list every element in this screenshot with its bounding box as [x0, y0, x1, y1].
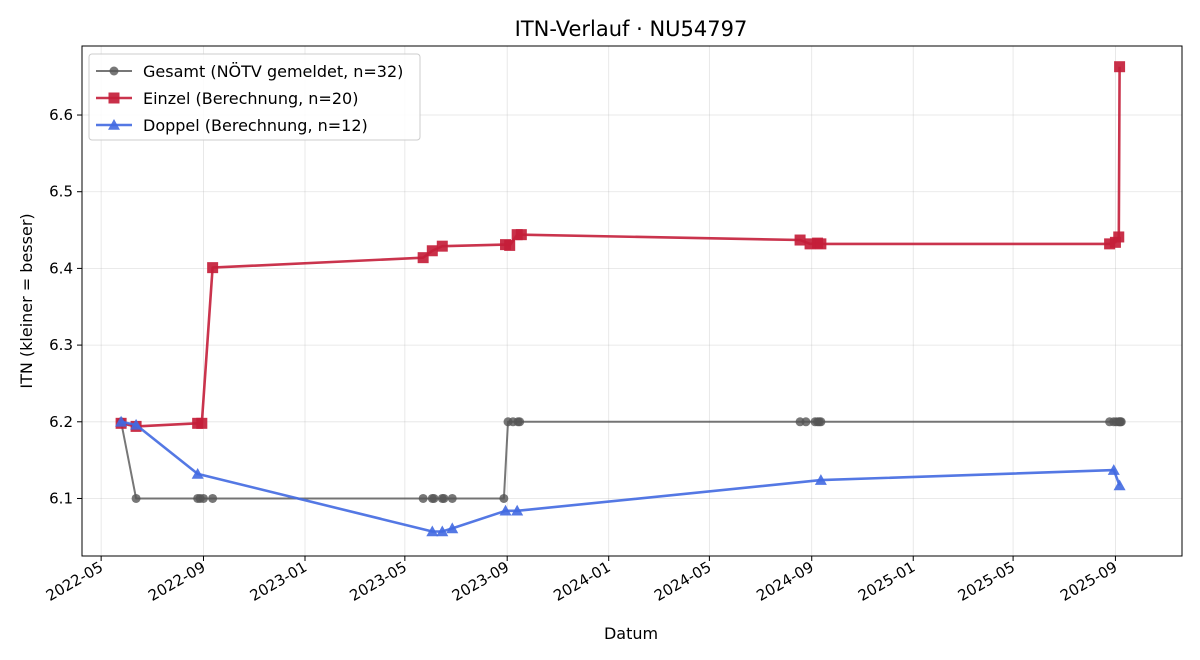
legend: Gesamt (NÖTV gemeldet, n=32) Einzel (Bere…: [88, 53, 421, 141]
data-point: [1113, 479, 1126, 491]
x-axis-title: Datum: [604, 624, 658, 643]
data-point: [115, 415, 128, 427]
plot-area-frame: [81, 45, 1183, 557]
data-point: [439, 493, 449, 503]
y-tick-label: 6.3: [49, 336, 73, 354]
data-point: [198, 493, 208, 503]
data-point: [816, 417, 826, 427]
legend-label: Gesamt (NÖTV gemeldet, n=32): [143, 62, 403, 81]
data-point: [511, 504, 524, 516]
legend-items: Gesamt (NÖTV gemeldet, n=32) Einzel (Bere…: [96, 62, 403, 135]
data-point: [801, 417, 811, 427]
data-point: [1113, 231, 1125, 243]
data-point: [426, 525, 439, 537]
data-point: [499, 493, 509, 503]
series-2: [115, 415, 1126, 537]
data-point: [804, 238, 816, 250]
data-point: [499, 504, 512, 516]
y-tick-label: 6.1: [49, 489, 73, 507]
data-point: [814, 474, 827, 485]
data-point: [429, 493, 439, 503]
data-point: [794, 234, 806, 246]
y-tick-label: 6.5: [49, 183, 73, 201]
data-point: [1114, 61, 1126, 73]
data-point: [447, 493, 457, 503]
y-tick-label: 6.6: [49, 106, 73, 124]
data-point: [131, 493, 141, 503]
y-axis-title: ITN (kleiner = besser): [17, 213, 36, 388]
data-point: [196, 417, 208, 429]
data-point: [418, 493, 428, 503]
data-point: [207, 262, 219, 274]
legend-marker: [108, 92, 120, 104]
data-point: [1104, 238, 1116, 250]
legend-marker: [108, 119, 120, 130]
data-point: [436, 525, 449, 537]
data-point: [446, 522, 459, 534]
legend-marker: [109, 66, 119, 76]
y-tick-label: 6.2: [49, 413, 73, 431]
data-point: [208, 493, 218, 503]
legend-label: Doppel (Berechnung, n=12): [143, 116, 368, 135]
data-point: [504, 239, 516, 251]
series-layer: [115, 61, 1126, 537]
data-point: [515, 417, 525, 427]
series-0: [116, 417, 1126, 503]
data-point: [436, 240, 448, 252]
data-point: [1107, 464, 1120, 475]
data-point: [130, 418, 143, 430]
legend-box: [88, 53, 421, 141]
legend-label: Einzel (Berechnung, n=20): [143, 89, 358, 108]
data-point: [417, 252, 429, 264]
data-point: [815, 238, 827, 250]
chart-title: ITN-Verlauf · NU54797: [515, 17, 748, 41]
y-tick-label: 6.4: [49, 259, 73, 277]
data-point: [1116, 417, 1126, 427]
data-point: [426, 245, 438, 257]
data-point: [515, 229, 527, 241]
data-point: [191, 467, 204, 479]
